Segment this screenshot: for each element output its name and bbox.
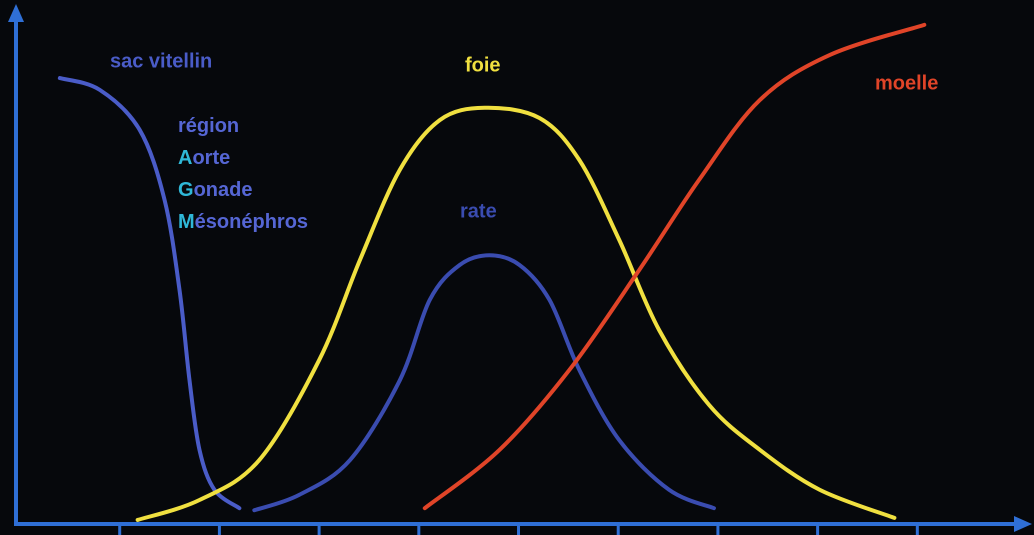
- series-line: [422, 22, 927, 511]
- annotation-line: région: [178, 115, 240, 137]
- series-line: [252, 253, 716, 513]
- annotation-line: Mésonéphros: [178, 211, 309, 233]
- x-axis-arrow: [1014, 516, 1032, 532]
- annotation-block: région Aorte Gonade Mésonéphros: [178, 110, 308, 238]
- annotation-line: Gonade: [178, 179, 253, 201]
- series-label: foie: [465, 54, 501, 76]
- series-line: [57, 76, 242, 511]
- y-axis-arrow: [8, 4, 24, 22]
- series-label: moelle: [875, 72, 938, 94]
- series-label: rate: [460, 200, 497, 222]
- series-label: sac vitellin: [110, 50, 212, 72]
- series-line: [135, 105, 897, 522]
- annotation-line: Aorte: [178, 147, 231, 169]
